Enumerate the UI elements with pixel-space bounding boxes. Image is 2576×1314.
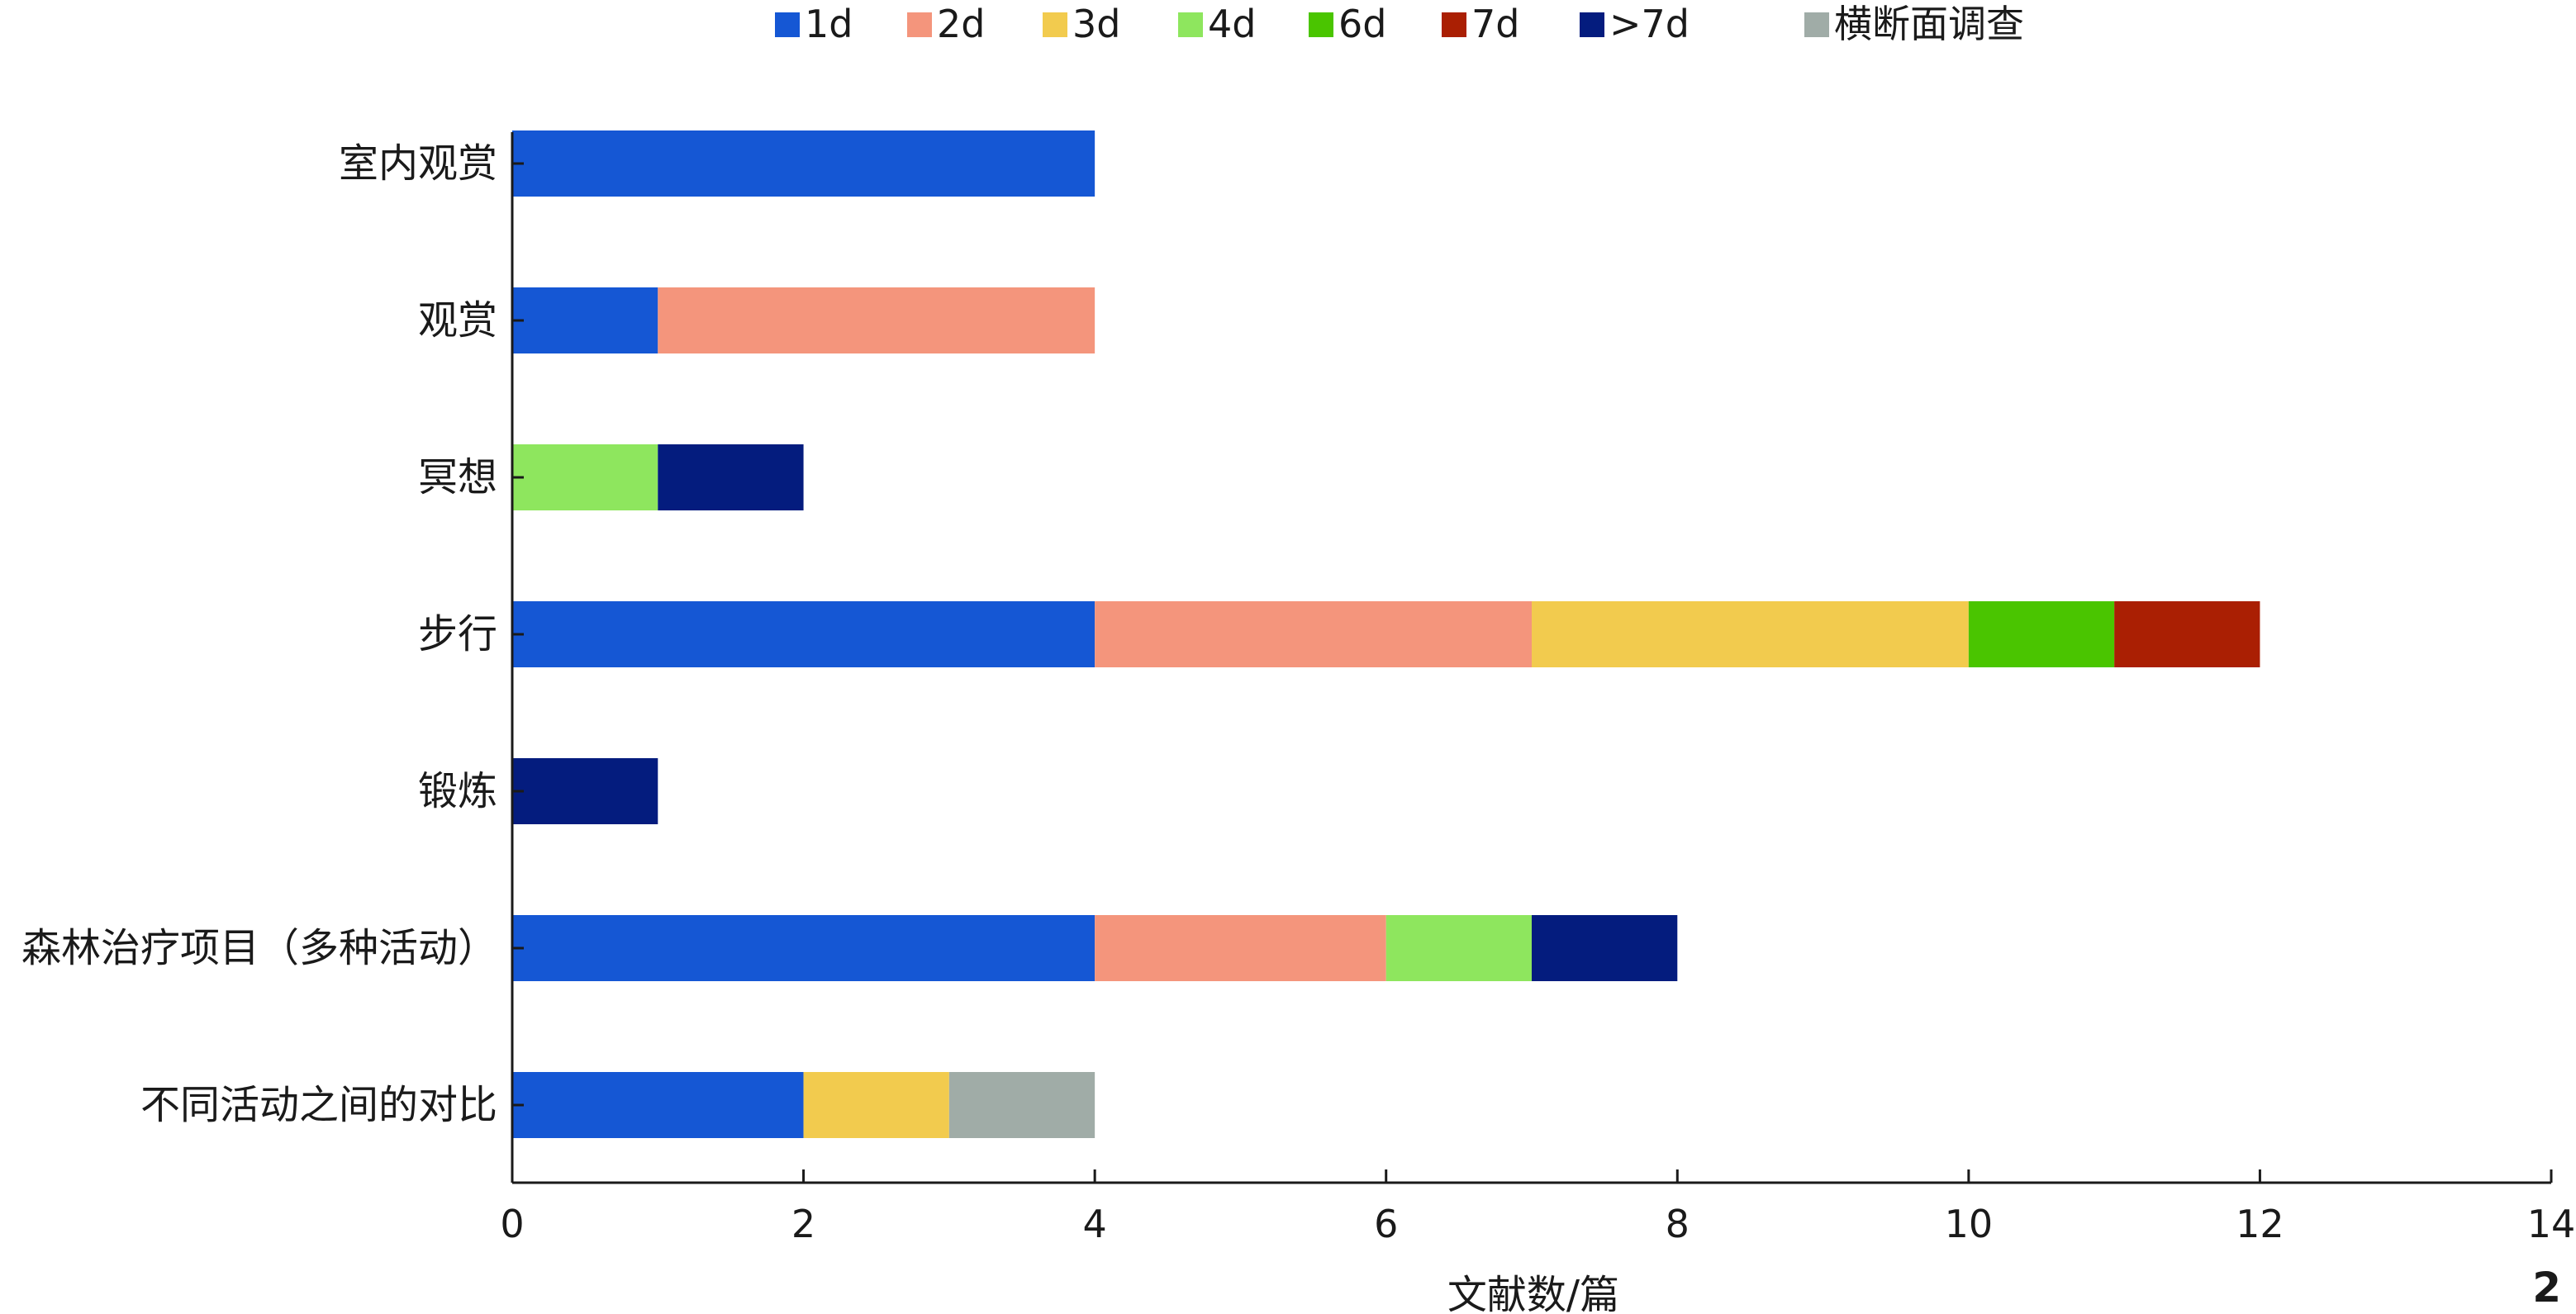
legend-swatch-1d <box>775 12 800 37</box>
bar-7d-3 <box>2114 601 2260 667</box>
x-tick-label: 4 <box>1083 1202 1107 1246</box>
x-tick-label: 14 <box>2527 1202 2576 1246</box>
legend-label-横断面调查: 横断面调查 <box>1834 2 2024 46</box>
bar->7d-2 <box>658 444 804 510</box>
x-tick-label: 0 <box>500 1202 524 1246</box>
legend-swatch-横断面调查 <box>1804 12 1829 37</box>
bar-4d-2 <box>512 444 658 510</box>
bar-2d-1 <box>658 287 1096 353</box>
category-label: 森林治疗项目（多种活动） <box>21 925 497 971</box>
bar-2d-3 <box>1095 601 1532 667</box>
bar-1d-6 <box>512 1072 804 1138</box>
bar-1d-0 <box>512 130 1096 197</box>
bar-3d-6 <box>803 1072 949 1138</box>
legend-swatch-6d <box>1309 12 1333 37</box>
bar-6d-3 <box>1968 601 2115 667</box>
category-label: 不同活动之间的对比 <box>140 1082 497 1128</box>
category-label: 室内观赏 <box>339 140 497 187</box>
legend-label-7d: 7d <box>1471 2 1519 46</box>
category-label: 步行 <box>418 611 497 657</box>
corner-mark: 2 <box>2532 1264 2561 1312</box>
bar-3d-3 <box>1532 601 1969 667</box>
x-tick-label: 10 <box>1945 1202 1994 1246</box>
category-label: 锻炼 <box>418 768 497 814</box>
x-axis-title: 文献数/篇 <box>1447 1272 1619 1314</box>
legend-label-4d: 4d <box>1208 2 1256 46</box>
x-tick-label: 8 <box>1666 1202 1690 1246</box>
bars-group <box>512 130 2260 1138</box>
legend-swatch->7d <box>1580 12 1604 37</box>
legend-label-3d: 3d <box>1072 2 1120 46</box>
legend-swatch-7d <box>1442 12 1466 37</box>
bar-1d-3 <box>512 601 1096 667</box>
category-label: 观赏 <box>418 297 497 344</box>
bar->7d-5 <box>1532 915 1678 981</box>
bar-1d-5 <box>512 915 1096 981</box>
legend-label-2d: 2d <box>937 2 985 46</box>
legend-label-1d: 1d <box>805 2 853 46</box>
bar-横断面调查-6 <box>948 1072 1096 1138</box>
x-tick-label: 12 <box>2236 1202 2284 1246</box>
legend-swatch-2d <box>907 12 932 37</box>
legend-swatch-4d <box>1178 12 1203 37</box>
bar-4d-5 <box>1385 915 1532 981</box>
legend: 1d 2d 3d 4d 6d 7d >7d 横断面调查 <box>775 2 2024 46</box>
legend-label-6d: 6d <box>1338 2 1386 46</box>
bar-2d-5 <box>1095 915 1386 981</box>
x-tick-label: 2 <box>791 1202 815 1246</box>
x-tick-label: 6 <box>1374 1202 1398 1246</box>
bar->7d-4 <box>512 758 658 824</box>
bar-1d-1 <box>512 287 658 353</box>
category-label: 冥想 <box>418 454 497 500</box>
legend-label->7d: >7d <box>1609 2 1690 46</box>
legend-swatch-3d <box>1043 12 1067 37</box>
